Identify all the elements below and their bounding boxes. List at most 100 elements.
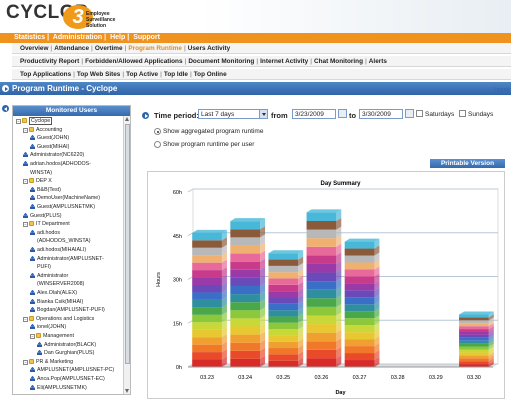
user-icon [30,367,35,373]
tree-group[interactable]: − PR & Marketing [23,358,73,366]
bar-segment [459,355,489,359]
bar-segment [344,332,375,340]
nav-forbidden-allowed-applications[interactable]: Forbidden/Allowed Applications [85,58,183,65]
tree-user[interactable]: Bogdan(AMPLUSNET-PUFI) [30,307,105,314]
bar-top [268,250,304,254]
nav-internet-activity[interactable]: Internet Activity [260,58,309,65]
scroll-thumb[interactable] [125,124,130,364]
sundays-checkbox[interactable] [459,110,466,117]
y-tick-label: 0h [176,365,182,371]
nav-overtime[interactable]: Overtime [94,45,123,52]
tree-user[interactable]: Guest(MIHAI) [30,143,69,151]
nav-document-monitoring[interactable]: Document Monitoring [188,58,255,65]
tree-user[interactable]: adrian.hodos(ADHODOS- [23,161,91,168]
bar-segment-side [260,347,266,359]
collapse-icon[interactable]: − [23,179,28,185]
collapse-icon[interactable]: − [16,119,21,124]
collapse-icon[interactable]: − [23,316,28,322]
nav-top-applications[interactable]: Top Applications [20,71,72,78]
logout-link[interactable]: Logout [493,87,509,93]
nav-attendance[interactable]: Attendance [54,45,90,52]
bar-segment-side [374,350,380,361]
bar-segment [459,332,489,335]
tree-scrollbar[interactable] [123,116,130,394]
tree-group[interactable]: − Operations and Logistics [23,315,94,323]
tree-user[interactable]: Guest(AMPLUSNETMK) [30,204,95,211]
per-user-radio[interactable] [154,141,161,148]
bar-segment [230,229,261,238]
bar-segment-side [336,321,342,333]
bar-segment-side [336,355,342,367]
nav-top-online[interactable]: Top Online [193,71,227,78]
nav-separator: | [122,71,125,78]
tree-group[interactable]: − IT Department [23,221,70,228]
tree-user[interactable]: B&B(Test) [30,186,61,194]
tree-user[interactable]: Administrator [30,272,68,280]
collapse-icon[interactable]: − [23,222,28,228]
saturdays-checkbox[interactable] [416,110,423,117]
bar-segment [344,290,375,298]
bar-segment-side [374,329,380,340]
to-date-input[interactable]: 3/30/2009 [359,109,403,119]
tree-user[interactable]: Anca.Pop(AMPLUSNET-EC) [30,376,105,383]
tree-user[interactable]: Guest(PLUS) [23,212,62,220]
top-nav-help[interactable]: Help [110,34,126,41]
tree-user[interactable]: Guest(JOHN) [30,135,69,142]
aggregated-radio[interactable] [154,128,161,135]
tree-user[interactable]: Bianka Csik(MIHAI) [30,298,83,306]
tree-user[interactable]: Administrator(AMPLUSNET- [30,255,104,263]
printable-version-button[interactable]: Printable Version [430,159,505,168]
collapse-icon[interactable]: − [30,334,35,339]
tree-user[interactable]: Administrator(BLACK) [37,341,96,349]
scroll-up-icon[interactable] [125,117,129,121]
scroll-down-icon[interactable] [125,389,129,393]
tree-label: ionel(JOHN) [37,324,67,331]
tree-user[interactable]: Dan Gurghian(PLUS) [37,350,94,357]
tree-user[interactable]: Administrator(NC6220) [23,152,84,159]
tree-user[interactable]: DemoUser(MachineName) [30,195,100,202]
tree-group[interactable]: − Accounting [23,126,62,134]
nav-chat-monitoring[interactable]: Chat Monitoring [314,58,363,65]
collapse-arrow-icon[interactable] [2,85,9,92]
chevron-down-icon[interactable] [259,110,267,118]
tree-user[interactable]: AMPLUSNET(AMPLUSNET-PC) [30,367,114,374]
tree-user[interactable]: Alex.Olah(ALEX) [30,290,77,297]
nav-top-active[interactable]: Top Active [126,71,159,78]
tree-user[interactable]: adi.hodos [30,229,60,237]
tree-group[interactable]: − DEP X [23,178,52,185]
bar-segment [192,352,222,360]
collapse-icon[interactable]: − [23,127,28,133]
time-period-select[interactable]: Last 7 days [198,109,268,119]
top-nav-support[interactable]: Support [133,34,161,41]
tree-label: DemoUser(MachineName) [37,195,100,202]
panel-toggle-icon[interactable] [2,105,9,112]
bar-segment-side [298,288,304,298]
header: CYCLOP 3 Employee Surveillance Solution [0,0,511,33]
day-summary-chart: Day Summary 0h 15h 30h 45h 60h Hours Day 03.23 03… [147,171,505,399]
tree-user[interactable]: ionel(JOHN) [30,324,66,331]
tree-label: AMPLUSNET(AMPLUSNET-PC) [37,367,115,374]
nav-overview[interactable]: Overview [20,45,49,52]
bar-segment-side [260,266,266,278]
nav-top-web-sites[interactable]: Top Web Sites [76,71,121,78]
collapse-icon[interactable]: − [23,359,28,365]
nav-program-runtime[interactable]: Program Runtime [128,45,182,52]
bar-segment-side [374,294,380,305]
from-date-input[interactable]: 3/23/2009 [292,109,336,119]
tree-user[interactable]: adi.hodos(MIHAIALI) [30,247,86,254]
tree-label: Guest(AMPLUSNETMK) [37,204,95,210]
calendar-icon[interactable] [405,109,414,118]
bar-segment [230,318,261,327]
nav-productivity-report[interactable]: Productivity Report [20,58,80,65]
bar-segment-side [221,237,227,248]
tree-user[interactable]: Eli(AMPLUSNETMK) [30,384,87,392]
nav-users-activity[interactable]: Users Activity [187,45,231,52]
nav-alerts[interactable]: Alerts [368,58,387,65]
nav-top-idle[interactable]: Top Idle [163,71,188,78]
folder-icon [36,333,41,338]
top-nav-statistics[interactable]: Statistics [14,34,46,41]
top-nav-administration[interactable]: Administration [52,34,103,41]
tree-group[interactable]: − Management [30,333,74,340]
calendar-icon[interactable] [338,109,347,118]
tree-group[interactable]: − Cyclope [16,117,53,125]
